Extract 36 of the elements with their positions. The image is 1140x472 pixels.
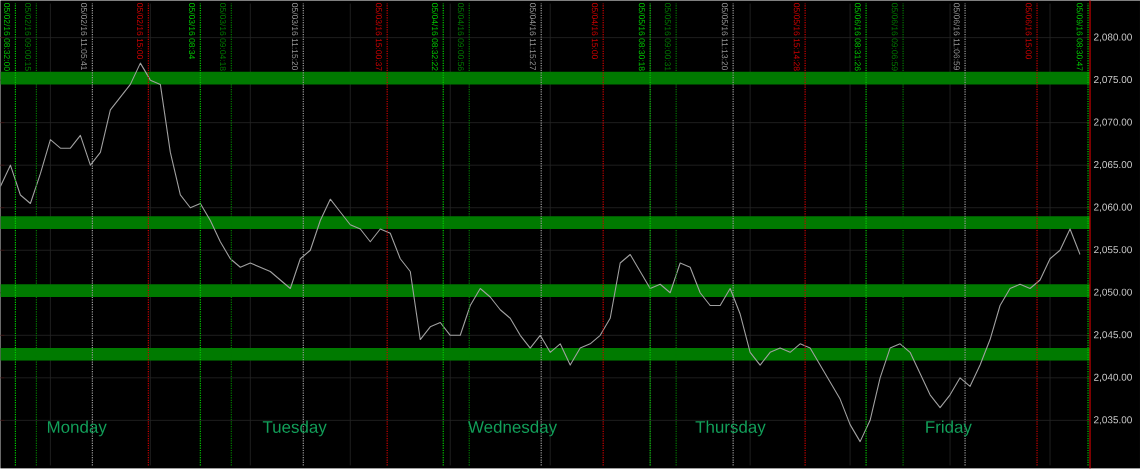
y-tick-label: 2,045.00 bbox=[1094, 331, 1132, 340]
annotation: 05/03/16 09:04:18 bbox=[219, 3, 227, 71]
annotation: 05/06/16 09:06:59 bbox=[891, 3, 898, 71]
annotation: 05/04/16 11:15:27 bbox=[529, 3, 537, 70]
annotation: 05/03/16 08:34 bbox=[188, 3, 196, 59]
y-tick-label: 2,075.00 bbox=[1094, 75, 1132, 85]
annotation: Tuesday bbox=[262, 420, 327, 437]
annotation: Monday bbox=[47, 420, 107, 437]
y-tick-label: 2,055.00 bbox=[1094, 246, 1132, 255]
annotation: 05/02/16 08:32:00 bbox=[4, 3, 11, 71]
annotation: 05/05/16 08:30:18 bbox=[638, 3, 645, 71]
annotation: 05/04/16 15:00 bbox=[591, 3, 599, 59]
annotation: 05/04/16 08:32:22 bbox=[431, 3, 439, 71]
annotation: 05/04/16 09:00:56 bbox=[457, 3, 465, 71]
annotation: 05/06/16 11:06:59 bbox=[953, 3, 960, 70]
y-tick-label: 2,070.00 bbox=[1094, 118, 1132, 127]
y-tick-label: 2,035.00 bbox=[1094, 416, 1132, 425]
annotation: 05/06/16 08:31:26 bbox=[854, 3, 861, 71]
y-tick-label: 2,065.00 bbox=[1094, 160, 1132, 170]
annotation: 05/05/16 09:00:31 bbox=[664, 3, 671, 71]
annotation: 05/02/16 15:00 bbox=[136, 3, 144, 59]
y-tick-label: 2,040.00 bbox=[1094, 373, 1132, 382]
annotation: 05/02/16 11:05:41 bbox=[80, 3, 88, 70]
y-tick-label: 2,080.00 bbox=[1094, 33, 1132, 42]
annotation: Friday bbox=[926, 420, 972, 437]
annotation: 05/05/16 15:14:28 bbox=[793, 3, 800, 71]
annotation: Thursday bbox=[695, 420, 766, 437]
annotation: 05/06/16 15:00 bbox=[1025, 3, 1032, 59]
annotation: 05/02/16 09:00:15 bbox=[25, 3, 32, 71]
annotation: Wednesday bbox=[468, 420, 558, 437]
y-tick-label: 2,050.00 bbox=[1094, 288, 1132, 297]
y-tick-label: 2,060.00 bbox=[1094, 203, 1132, 212]
annotation: 05/03/16 15:00:37 bbox=[375, 3, 382, 71]
annotation: 05/03/16 11:15:20 bbox=[291, 3, 299, 70]
annotation: 05/09/16 08:30:47 bbox=[1076, 3, 1083, 71]
annotation: 05/05/16 11:13:20 bbox=[721, 3, 728, 70]
